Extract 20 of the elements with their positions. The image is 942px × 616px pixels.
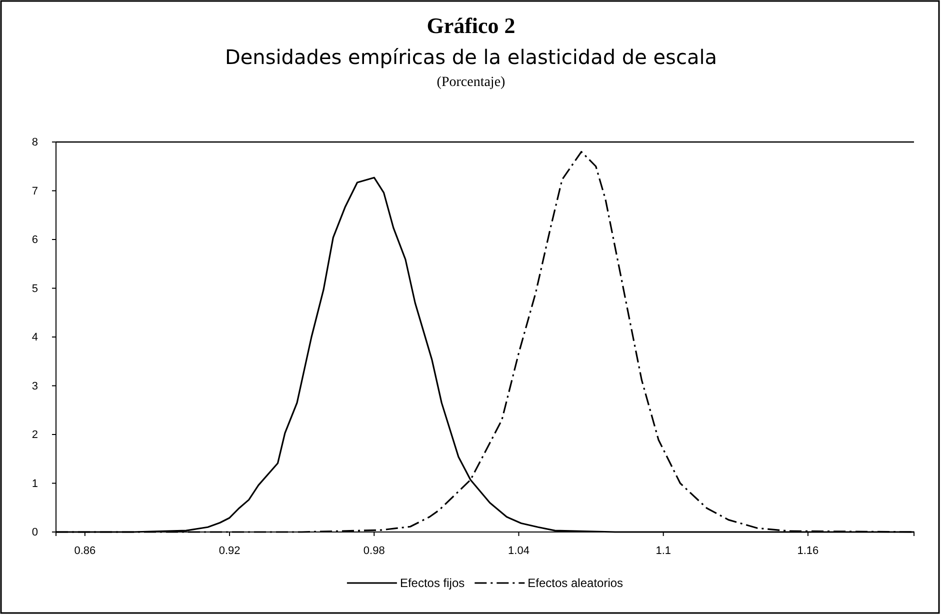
y-tick-label: 6 (32, 234, 38, 246)
y-tick-label: 7 (32, 185, 38, 198)
chart-title: Gráfico 2 (426, 13, 516, 38)
y-tick-label: 1 (32, 478, 38, 490)
x-tick-label: 1.16 (797, 544, 819, 557)
y-tick-label: 4 (32, 332, 38, 344)
legend-label: Efectos aleatorios (528, 576, 624, 590)
chart-subtitle: Densidades empíricas de la elasticidad de escala (224, 45, 718, 69)
x-tick-label: 0.98 (363, 544, 385, 557)
y-tick-label: 3 (32, 380, 38, 392)
legend-label: Efectos fijos (400, 576, 465, 590)
y-tick-label: 2 (32, 429, 38, 442)
x-tick-label: 1.1 (656, 544, 671, 557)
x-tick-label: 0.86 (74, 544, 96, 557)
y-tick-label: 5 (32, 282, 38, 295)
x-tick-label: 0.92 (218, 544, 240, 557)
text: (Porcentaje) (436, 75, 506, 90)
y-tick-label: 8 (32, 136, 38, 149)
y-tick-label: 0 (32, 526, 38, 539)
x-tick-label: 1.04 (508, 544, 530, 557)
